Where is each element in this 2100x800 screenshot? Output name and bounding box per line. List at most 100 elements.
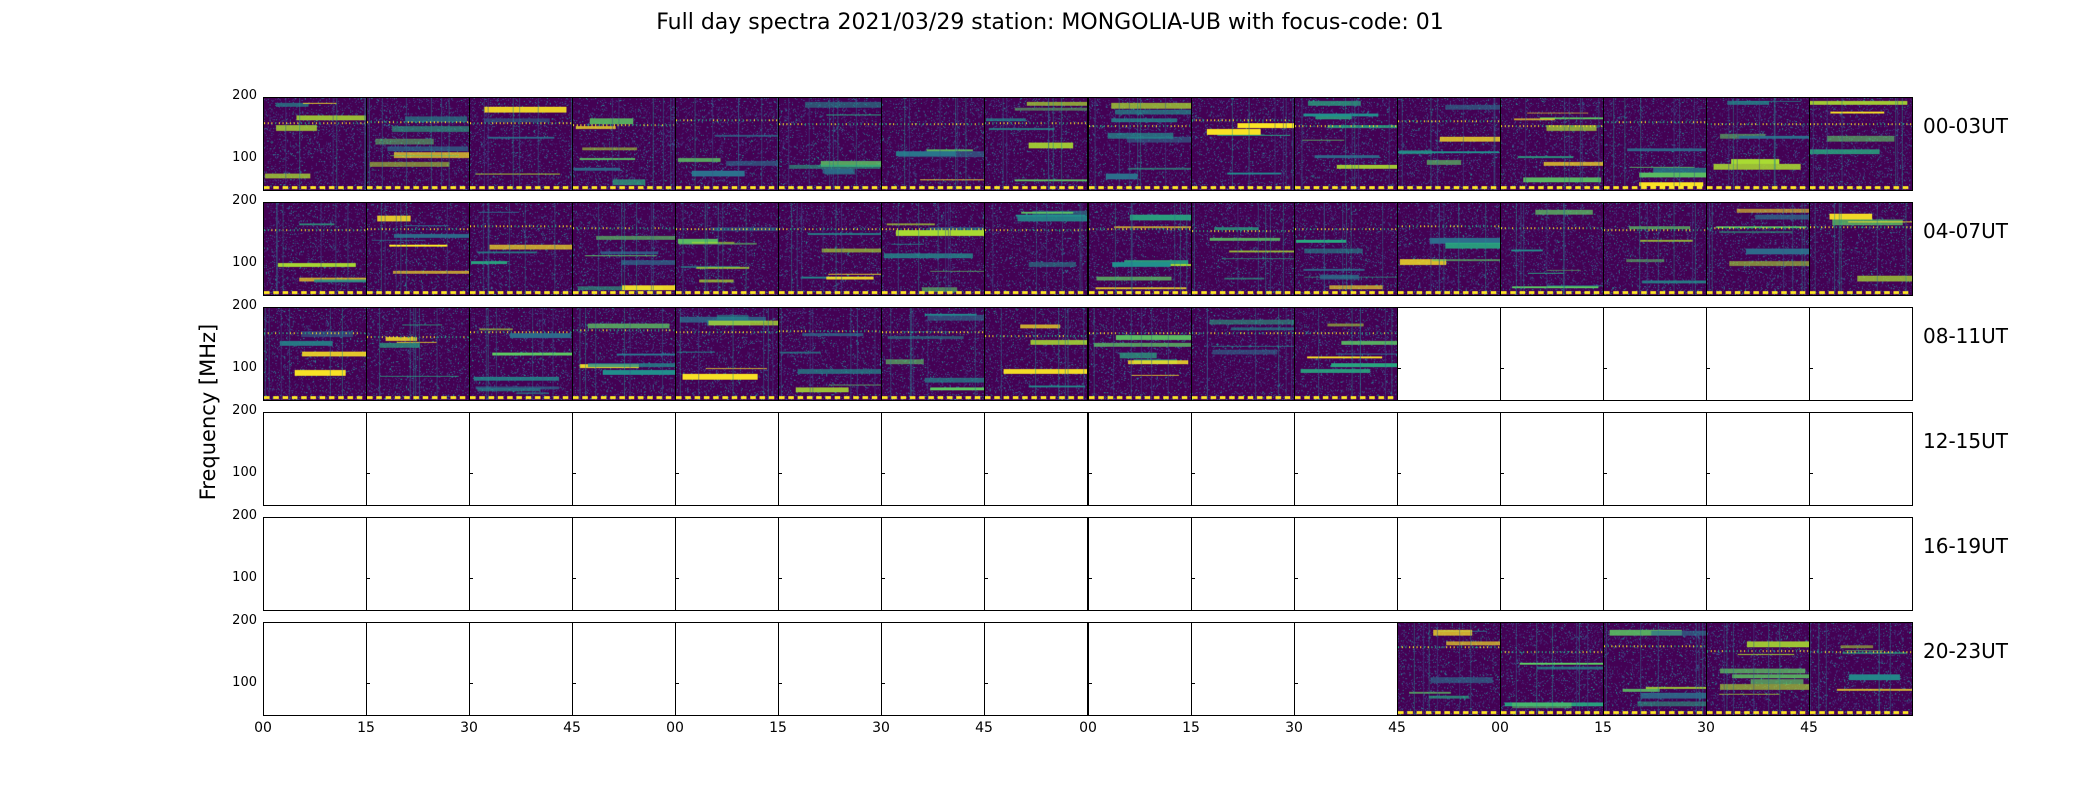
spectrum-panel bbox=[469, 202, 573, 296]
chart-title: Full day spectra 2021/03/29 station: MON… bbox=[656, 10, 1444, 35]
spectrum-panel bbox=[469, 307, 573, 401]
spectrum-panel bbox=[1706, 202, 1810, 296]
y-tick-mark bbox=[676, 473, 679, 474]
y-tick-mark bbox=[676, 578, 679, 579]
x-tick-mark bbox=[1088, 711, 1089, 716]
spectrum-panel bbox=[1809, 202, 1913, 296]
spectra-row: 200 100 08-11UT bbox=[0, 298, 2100, 403]
x-tick-mark bbox=[1397, 711, 1398, 716]
spectrogram-image bbox=[1707, 623, 1809, 715]
y-tick-mark bbox=[1604, 368, 1607, 369]
spectrum-panel bbox=[881, 307, 985, 401]
empty-panel bbox=[1088, 517, 1192, 611]
empty-panel bbox=[1809, 517, 1913, 611]
spectrogram-image bbox=[1089, 98, 1191, 190]
spectrum-panel bbox=[366, 307, 470, 401]
y-tick-mark bbox=[367, 578, 370, 579]
empty-panel bbox=[366, 412, 470, 506]
y-tick-mark bbox=[1501, 473, 1504, 474]
spectrogram-image bbox=[676, 308, 778, 400]
spectrogram-image bbox=[264, 98, 366, 190]
spectrum-panel bbox=[1500, 202, 1604, 296]
y-tick-label: 200 bbox=[232, 88, 257, 103]
empty-panel bbox=[881, 412, 985, 506]
empty-panel bbox=[1088, 622, 1192, 716]
empty-panel bbox=[675, 412, 779, 506]
empty-panel bbox=[1809, 412, 1913, 506]
empty-panel bbox=[572, 622, 676, 716]
spectrogram-image bbox=[1398, 623, 1500, 715]
x-tick-mark bbox=[469, 711, 470, 716]
spectrogram-image bbox=[1089, 308, 1191, 400]
spectrum-panel bbox=[263, 97, 367, 191]
spectrum-panel bbox=[366, 202, 470, 296]
spectrogram-image bbox=[367, 203, 469, 295]
y-tick-mark bbox=[985, 683, 988, 684]
x-tick-mark bbox=[1603, 711, 1604, 716]
empty-panel bbox=[778, 412, 882, 506]
spectrogram-image bbox=[779, 308, 881, 400]
x-axis: 00 15 30 45 00 15 30 45 00 15 30 45 00 15 30 45 bbox=[0, 718, 2100, 748]
y-tick-label: 100 bbox=[232, 465, 257, 480]
y-tick-mark bbox=[1192, 473, 1195, 474]
spectrum-panel bbox=[984, 307, 1088, 401]
x-tick-label: 00 bbox=[254, 720, 272, 736]
empty-panel bbox=[1088, 412, 1192, 506]
empty-panel bbox=[778, 622, 882, 716]
x-tick-mark bbox=[1809, 711, 1810, 716]
y-tick-mark bbox=[1707, 578, 1710, 579]
y-tick-label: 200 bbox=[232, 508, 257, 523]
spectrogram-image bbox=[264, 203, 366, 295]
spectrogram-image bbox=[1604, 623, 1706, 715]
y-tick-mark bbox=[470, 683, 473, 684]
spectrum-panel bbox=[1500, 97, 1604, 191]
y-tick-label: 100 bbox=[232, 360, 257, 375]
y-tick-mark bbox=[676, 683, 679, 684]
empty-panel bbox=[1809, 307, 1913, 401]
empty-panel bbox=[1294, 622, 1398, 716]
spectrogram-image bbox=[573, 308, 675, 400]
y-tick-mark bbox=[1192, 683, 1195, 684]
spectrum-panel bbox=[1706, 97, 1810, 191]
spectrum-panel bbox=[1294, 307, 1398, 401]
spectrum-panel bbox=[1191, 97, 1295, 191]
y-tick-mark bbox=[1810, 473, 1813, 474]
spectrogram-image bbox=[470, 98, 572, 190]
spectrogram-image bbox=[676, 98, 778, 190]
x-tick-mark bbox=[984, 711, 985, 716]
spectrum-panel bbox=[1088, 202, 1192, 296]
spectrogram-image bbox=[1604, 98, 1706, 190]
empty-panel bbox=[366, 622, 470, 716]
spectrum-panel bbox=[1603, 202, 1707, 296]
empty-panel bbox=[1706, 307, 1810, 401]
spectrogram-image bbox=[1295, 308, 1397, 400]
empty-panel bbox=[1397, 307, 1501, 401]
spectrum-panel bbox=[1088, 97, 1192, 191]
empty-panel bbox=[1706, 412, 1810, 506]
spectrogram-image bbox=[985, 308, 1087, 400]
spectrogram-image bbox=[882, 308, 984, 400]
empty-panel bbox=[1706, 517, 1810, 611]
x-tick-mark bbox=[881, 711, 882, 716]
x-tick-label: 00 bbox=[1079, 720, 1097, 736]
spectrogram-image bbox=[1810, 623, 1912, 715]
spectrogram-image bbox=[367, 98, 469, 190]
spectrum-panel bbox=[572, 202, 676, 296]
y-tick-mark bbox=[1295, 683, 1298, 684]
spectrogram-image bbox=[1398, 98, 1500, 190]
y-tick-label: 200 bbox=[232, 298, 257, 313]
y-tick-mark bbox=[985, 473, 988, 474]
spectrogram-image bbox=[882, 203, 984, 295]
spectrum-panel bbox=[778, 202, 882, 296]
spectra-row: 200 100 20-23UT bbox=[0, 613, 2100, 718]
empty-panel bbox=[1500, 412, 1604, 506]
spectrum-panel bbox=[469, 97, 573, 191]
spectrum-panel bbox=[1397, 202, 1501, 296]
spectrum-panel bbox=[1191, 307, 1295, 401]
spectrum-panel bbox=[1397, 622, 1501, 716]
spectrogram-image bbox=[1295, 203, 1397, 295]
empty-panel bbox=[1500, 517, 1604, 611]
spectrogram-image bbox=[676, 203, 778, 295]
x-tick-label: 15 bbox=[357, 720, 375, 736]
x-tick-label: 00 bbox=[666, 720, 684, 736]
